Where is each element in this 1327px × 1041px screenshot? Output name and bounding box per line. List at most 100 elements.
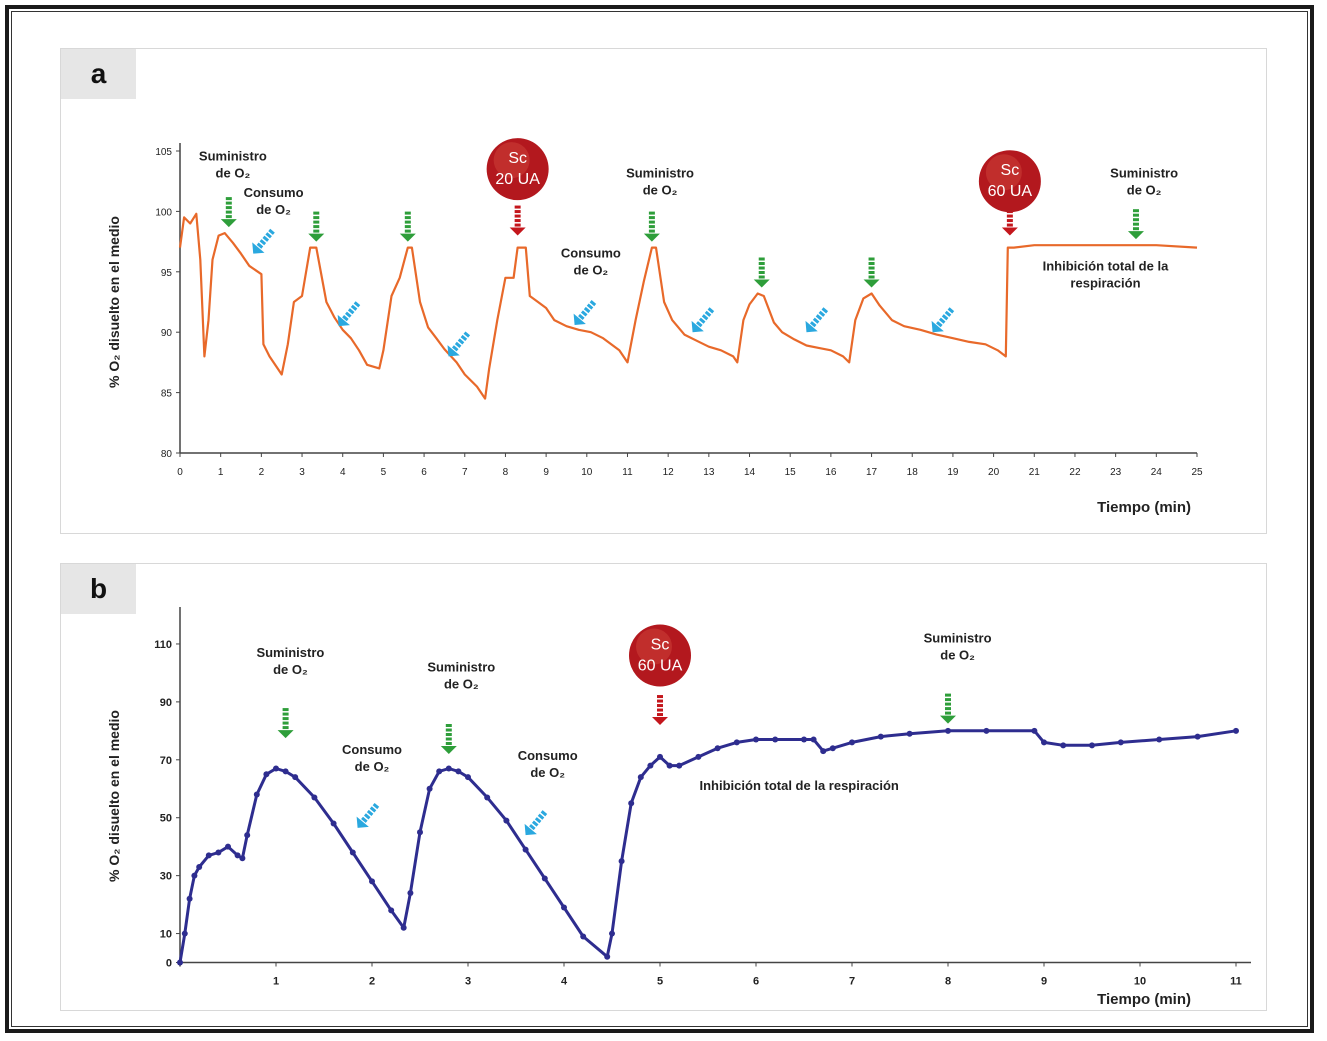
arrow-dash <box>282 721 289 725</box>
data-point <box>273 765 279 772</box>
annotation-label: Consumo de O₂ <box>244 185 304 217</box>
y-tick-label: 90 <box>161 328 173 339</box>
x-tick-label: 15 <box>785 467 797 478</box>
data-point <box>1156 736 1163 743</box>
annotation-label: Suministro de O₂ <box>626 166 694 198</box>
arrow-dash <box>945 711 951 715</box>
data-point <box>1233 727 1239 734</box>
arrow-dash <box>945 702 951 706</box>
arrow-dash <box>529 823 536 831</box>
arrow-dash <box>282 708 289 712</box>
x-tick-label: 3 <box>465 976 471 988</box>
arrow-dash <box>514 210 521 214</box>
arrow-dash <box>404 220 411 224</box>
y-tick-label: 85 <box>161 389 173 400</box>
x-tick-label: 17 <box>866 467 878 478</box>
data-point <box>676 762 683 769</box>
badge-text: 60 UA <box>988 183 1033 200</box>
data-point <box>239 855 246 862</box>
arrow-dash <box>1132 209 1139 213</box>
annotation-label: Suministro de O₂ <box>1110 166 1178 198</box>
data-point <box>522 846 529 853</box>
badge-highlight <box>985 154 1022 191</box>
data-point <box>234 852 241 859</box>
data-point <box>388 907 395 914</box>
y-tick-label: 105 <box>155 147 172 158</box>
x-tick-label: 10 <box>581 467 593 478</box>
arrow-dash <box>342 315 349 322</box>
arrow-dash <box>225 197 232 201</box>
arrow-dash <box>451 345 459 352</box>
arrow-dash <box>648 220 655 224</box>
arrow-dash <box>313 229 320 233</box>
y-tick-label: 80 <box>161 449 173 460</box>
data-point <box>849 739 855 746</box>
arrow-head <box>573 313 586 325</box>
badge-text: 20 UA <box>495 171 540 188</box>
sc-badge: Sc 20 UA <box>486 138 549 201</box>
arrow-dash <box>945 698 951 702</box>
x-tick-label: 6 <box>421 467 427 478</box>
arrow-head <box>447 345 460 357</box>
arrow-dash <box>282 717 289 721</box>
arrow-dash <box>404 225 411 229</box>
data-point <box>417 829 423 836</box>
arrow-head <box>863 279 880 288</box>
data-point <box>263 771 270 778</box>
x-tick-label: 4 <box>561 976 568 988</box>
data-point <box>733 739 740 746</box>
arrow-dash <box>657 713 663 717</box>
consume-arrow-icon <box>252 228 275 254</box>
consume-arrow-icon <box>356 802 380 828</box>
arrow-dash <box>457 338 465 345</box>
arrow-dash <box>282 726 289 730</box>
arrow-head <box>252 242 265 254</box>
x-tick-label: 14 <box>744 467 756 478</box>
x-tick-label: 2 <box>259 467 265 478</box>
x-tick-label: 16 <box>825 467 837 478</box>
supply-arrow-icon <box>277 708 294 739</box>
arrow-dash <box>313 211 320 215</box>
annotation-line: de O₂ <box>355 759 390 774</box>
arrow-dash <box>815 314 823 321</box>
arrow-dash <box>589 300 597 307</box>
data-point <box>877 733 884 740</box>
badge-circle <box>486 138 549 201</box>
annotation-line: de O₂ <box>256 202 291 217</box>
arrow-dash <box>648 216 655 220</box>
data-point <box>541 875 548 882</box>
x-tick-label: 11 <box>1230 976 1242 988</box>
badge-text: 60 UA <box>638 658 683 675</box>
data-point <box>1041 739 1047 746</box>
data-point <box>196 863 203 870</box>
panel-label-a: a <box>61 49 136 99</box>
x-tick-label: 22 <box>1069 467 1081 478</box>
data-point <box>609 930 615 937</box>
panel-label-b: b <box>61 564 136 614</box>
arrow-dash <box>1132 227 1139 231</box>
annotation-label: Suministro de O₂ <box>256 645 324 677</box>
arrow-dash <box>372 802 380 810</box>
arrow-head <box>691 320 704 333</box>
x-tick-label: 19 <box>947 467 959 478</box>
annotation-line: Suministro <box>256 645 324 660</box>
y-tick-label: 90 <box>160 697 172 709</box>
data-point <box>445 765 452 772</box>
data-point <box>618 858 625 865</box>
data-point <box>714 745 721 752</box>
data-point <box>647 762 654 769</box>
arrow-dash <box>262 235 270 242</box>
data-point <box>666 762 673 769</box>
x-tick-label: 1 <box>273 976 279 988</box>
x-tick-label: 3 <box>299 467 305 478</box>
arrow-dash <box>350 304 358 311</box>
annotation-line: Suministro <box>924 631 992 646</box>
arrow-dash <box>758 275 765 279</box>
x-tick-label: 18 <box>907 467 919 478</box>
annotation-line: Consumo <box>561 245 621 260</box>
data-point <box>628 800 635 807</box>
data-point <box>503 817 510 824</box>
consume-arrow-icon <box>691 307 715 333</box>
chart-b: 0 10 30 50 70 90 110 1 2 3 4 5 6 7 8 9 10 11 Tiempo (min)%… <box>106 607 1251 1008</box>
annotation-line: Suministro <box>427 659 495 674</box>
